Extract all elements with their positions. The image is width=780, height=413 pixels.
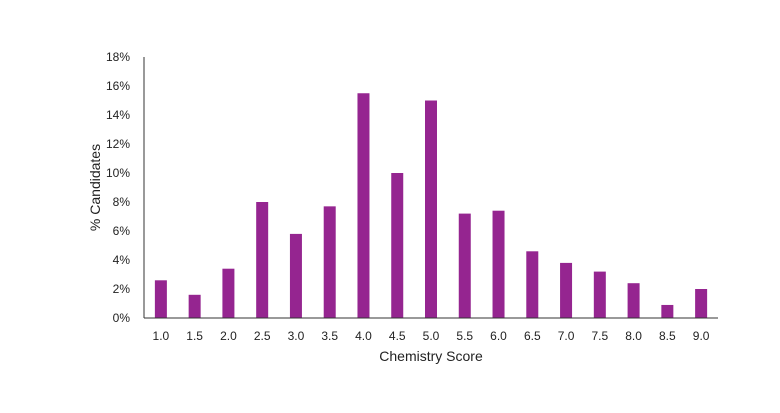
bar-4.5: [391, 173, 404, 318]
x-tick-label: 1.5: [186, 329, 203, 343]
bars-group: [154, 93, 708, 318]
bar-1.5: [188, 294, 201, 318]
y-tick-label: 8%: [113, 195, 131, 209]
bar-8.0: [627, 283, 640, 318]
bar-6.0: [492, 210, 505, 318]
x-tick-label: 4.5: [389, 329, 406, 343]
x-tick-label: 6.5: [524, 329, 541, 343]
x-tick-label: 3.0: [288, 329, 305, 343]
x-tick-label: 5.5: [456, 329, 473, 343]
y-tick-label: 6%: [113, 224, 131, 238]
x-tick-label: 2.5: [254, 329, 271, 343]
y-tick-labels: 0% 2% 4% 6% 8% 10% 12% 14% 16% 18%: [106, 50, 130, 325]
x-tick-label: 6.0: [490, 329, 507, 343]
x-tick-label: 3.5: [321, 329, 338, 343]
bar-5.5: [458, 213, 471, 318]
y-tick-label: 16%: [106, 79, 130, 93]
y-tick-label: 18%: [106, 50, 130, 64]
bar-4.0: [357, 93, 370, 318]
x-tick-label: 7.5: [591, 329, 608, 343]
bar-1.0: [154, 280, 167, 318]
y-tick-label: 14%: [106, 108, 130, 122]
bar-6.5: [526, 251, 539, 318]
x-tick-label: 1.0: [153, 329, 170, 343]
x-tick-label: 7.0: [558, 329, 575, 343]
x-tick-label: 8.0: [625, 329, 642, 343]
y-tick-label: 0%: [113, 311, 131, 325]
x-tick-labels: 1.0 1.5 2.0 2.5 3.0 3.5 4.0 4.5 5.0 5.5 6.0 6.5 7.0 7…: [153, 329, 710, 343]
x-tick-label: 8.5: [659, 329, 676, 343]
bar-9.0: [695, 289, 708, 318]
bar-2.5: [256, 202, 269, 318]
bar-7.0: [560, 262, 573, 318]
x-axis-title: Chemistry Score: [379, 348, 483, 364]
bar-8.5: [661, 304, 674, 318]
x-tick-label: 4.0: [355, 329, 372, 343]
bar-3.0: [289, 233, 302, 318]
y-axis-title: % Candidates: [87, 144, 103, 231]
bar-2.0: [222, 268, 235, 318]
bar-3.5: [323, 206, 336, 318]
y-tick-label: 2%: [113, 282, 131, 296]
bar-7.5: [593, 271, 606, 318]
bar-5.0: [425, 100, 437, 318]
y-tick-label: 4%: [113, 253, 131, 267]
y-tick-label: 12%: [106, 137, 130, 151]
x-tick-label: 9.0: [693, 329, 710, 343]
x-tick-label: 5.0: [423, 329, 440, 343]
y-tick-label: 10%: [106, 166, 130, 180]
x-tick-label: 2.0: [220, 329, 237, 343]
